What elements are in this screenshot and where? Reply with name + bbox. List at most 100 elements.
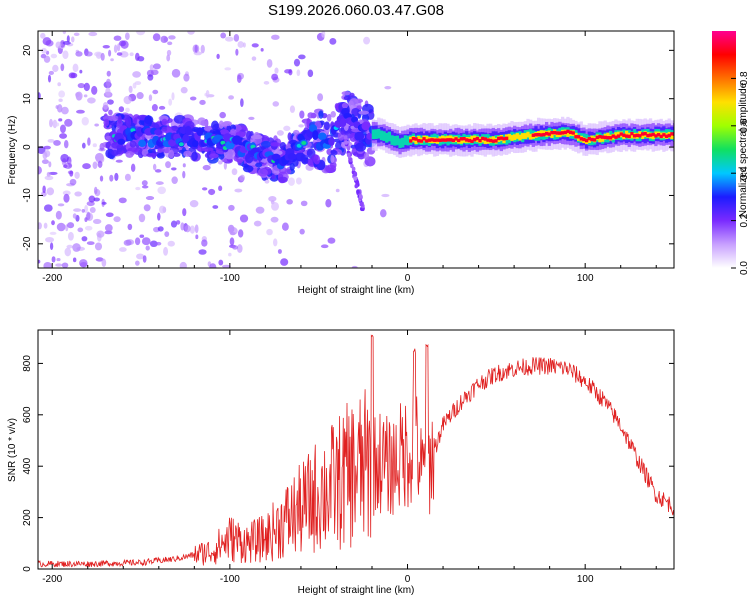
spectrogram-band-cell [510,135,514,141]
spectrogram-noise-blob [38,259,41,264]
spectrogram-noise-blob [124,173,131,181]
spectrogram-noise-blob [286,199,293,205]
spectrogram-noise-blob [118,106,125,113]
spectrogram-dispersed-blob [271,174,276,180]
spectrogram-noise-blob [77,227,84,233]
spectrogram-noise-blob [232,245,239,250]
spectrogram-noise-blob [62,190,71,196]
spectrogram-dispersed-blob [318,110,324,119]
spectrogram-noise-blob [69,170,74,177]
spectrogram-noise-blob [137,56,145,62]
spectrogram-noise-blob [201,239,208,247]
spectrogram-band-cell [374,129,378,139]
spectrogram-ridge-peak [301,140,307,145]
spectrogram-noise-blob [87,97,96,104]
spectrogram-band-cell [422,137,426,141]
spectrogram-ridge-blob [138,139,147,148]
spectrogram-ridge-blob [184,126,192,135]
spectrogram-noise-blob [271,201,280,211]
spectrogram-noise-blob [109,174,114,182]
spectrogram-noise-blob [63,164,68,169]
spectrogram-noise-blob [110,58,114,62]
spectrogram-noise-blob [43,261,52,268]
spectrogram-band-cell [513,134,517,141]
spectrogram-noise-blob [218,185,223,192]
spectrogram-noise-blob [101,258,107,267]
spectrogram-noise-blob [58,90,66,98]
spectrogram-noise-blob [135,186,141,191]
spectrogram-noise-blob [113,35,122,41]
spectrogram-band-cell [451,138,455,143]
spectrogram-noise-blob [128,85,133,94]
spectrogram-band-cell [555,131,559,135]
spectrogram-band-cell [651,132,655,137]
spectrogram-band-cell [667,133,671,138]
spectrogram-dispersed-blob [171,125,179,131]
spectrogram-dispersed-blob [129,140,137,148]
spectrogram-noise-blob [43,222,48,229]
spectrogram-band-cell [491,136,495,143]
spectrogram-band-cell [608,136,613,140]
snr-background [38,330,674,569]
spectrogram-ridge-peak [178,142,184,147]
spectrogram-noise-blob [189,225,196,234]
spectrogram-noise-blob [216,53,220,59]
spectrogram-noise-blob [119,51,129,58]
spectrogram-band-cell [417,139,421,143]
spectrogram-noise-blob [87,137,91,146]
spectrogram-noise-blob [79,262,88,268]
spectrogram-xtick-label: -100 [220,273,240,284]
spectrogram-band-cell [435,138,440,142]
spectrogram-noise-blob [253,220,262,227]
colorbar-label: Normalized spectral amplitude [738,82,749,217]
spectrogram-noise-blob [60,124,66,134]
colorbar-gradient [712,31,736,268]
spectrogram-noise-blob [363,36,371,45]
spectrogram-dispersed-blob [330,110,336,118]
spectrogram-band-cell [382,131,386,141]
spectrogram-ridge-blob [191,139,199,148]
spectrogram-ylabel: Frequency (Hz) [7,116,18,185]
spectrogram-dispersed-blob [245,153,254,164]
spectrogram-dispersed-blob [351,107,360,117]
spectrogram-noise-blob [79,69,83,74]
spectrogram-noise-blob [43,55,51,63]
spectrogram-ridge-blob [351,116,359,123]
spectrogram-noise-blob [194,44,198,53]
spectrogram-noise-blob [94,242,103,251]
spectrogram-noise-blob [171,92,175,101]
spectrogram-noise-blob [274,67,279,74]
spectrogram-noise-blob [74,191,82,197]
snr-ytick-label: 200 [22,509,33,526]
spectrogram-noise-blob [248,116,255,120]
spectrogram-dispersed-blob [250,134,263,140]
spectrogram-noise-blob [48,171,58,176]
spectrogram-dispersed-blob [349,98,359,106]
spectrogram-ridge-blob [361,121,371,131]
spectrogram-noise-blob [108,49,112,57]
spectrogram-noise-blob [193,51,203,56]
spectrogram-noise-blob [42,37,52,46]
spectrogram-dispersed-blob [284,168,292,175]
spectrogram-noise-blob [48,161,52,168]
spectrogram-dispersed-blob [183,150,192,157]
spectrogram-noise-blob [42,185,46,194]
colorbar-tick-label: 0.4 [739,166,750,180]
spectrogram-dispersed-blob [341,91,351,96]
spectrogram-noise-blob [152,33,161,42]
spectrogram-noise-blob [198,249,207,255]
spectrogram-dispersed-blob [257,168,269,177]
spectrogram-band-cell [526,131,530,138]
spectrogram-noise-blob [123,95,132,105]
spectrogram-noise-blob [123,239,132,246]
spectrogram-noise-blob [132,71,142,78]
spectrogram-dispersed-blob [343,95,351,101]
spectrogram-noise-blob [152,63,161,70]
spectrogram-noise-blob [325,199,332,208]
spectrogram-noise-blob [54,122,60,127]
spectrogram-dispersed-blob [211,120,219,131]
spectrogram-dispersed-blob [105,148,115,159]
spectrogram-band-cell [571,131,575,135]
